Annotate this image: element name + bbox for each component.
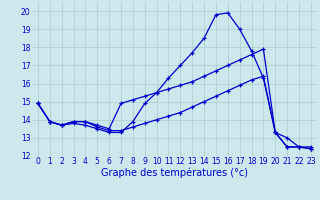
X-axis label: Graphe des températures (°c): Graphe des températures (°c): [101, 168, 248, 178]
